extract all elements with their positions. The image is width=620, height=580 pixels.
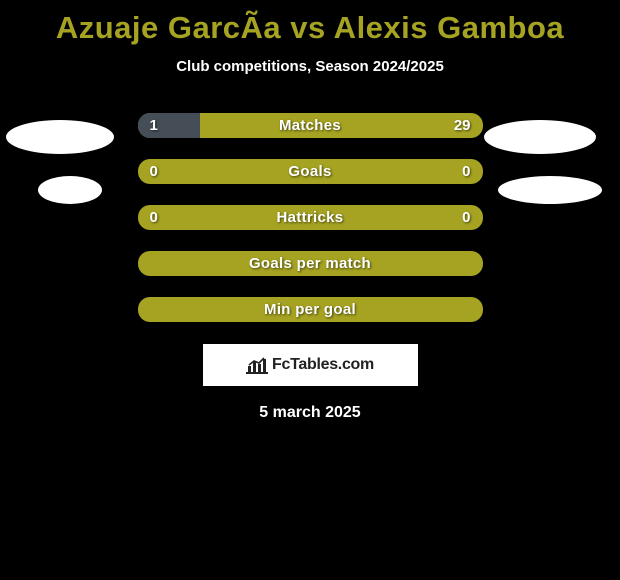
brand-chart-icon <box>246 356 268 374</box>
decorative-oval <box>6 120 114 154</box>
stat-value-left: 0 <box>150 205 158 230</box>
decorative-oval <box>484 120 596 154</box>
stat-value-right: 0 <box>462 159 470 184</box>
brand-box: FcTables.com <box>203 344 418 386</box>
stat-row: Goals0 0 <box>138 159 483 184</box>
comparison-card: Azuaje GarcÃa vs Alexis Gamboa Club comp… <box>0 0 620 580</box>
stat-row: Min per goal <box>138 297 483 322</box>
stat-label: Goals per match <box>138 251 483 276</box>
stat-row: Matches1 29 <box>138 113 483 138</box>
decorative-oval <box>498 176 602 204</box>
stat-row: Goals per match <box>138 251 483 276</box>
brand-text: FcTables.com <box>272 356 374 374</box>
stat-value-left: 0 <box>150 159 158 184</box>
stat-label: Min per goal <box>138 297 483 322</box>
page-subtitle: Club competitions, Season 2024/2025 <box>0 58 620 75</box>
stat-row: Hattricks0 0 <box>138 205 483 230</box>
stat-label: Matches <box>138 113 483 138</box>
date-text: 5 march 2025 <box>0 404 620 422</box>
stat-rows: Matches129Goals00Hattricks00Goals per ma… <box>138 113 483 322</box>
page-title: Azuaje GarcÃa vs Alexis Gamboa <box>0 0 620 46</box>
stat-value-right: 29 <box>454 113 471 138</box>
decorative-oval <box>38 176 102 204</box>
stat-value-left: 1 <box>150 113 158 138</box>
stat-label: Hattricks <box>138 205 483 230</box>
stat-label: Goals <box>138 159 483 184</box>
stat-value-right: 0 <box>462 205 470 230</box>
